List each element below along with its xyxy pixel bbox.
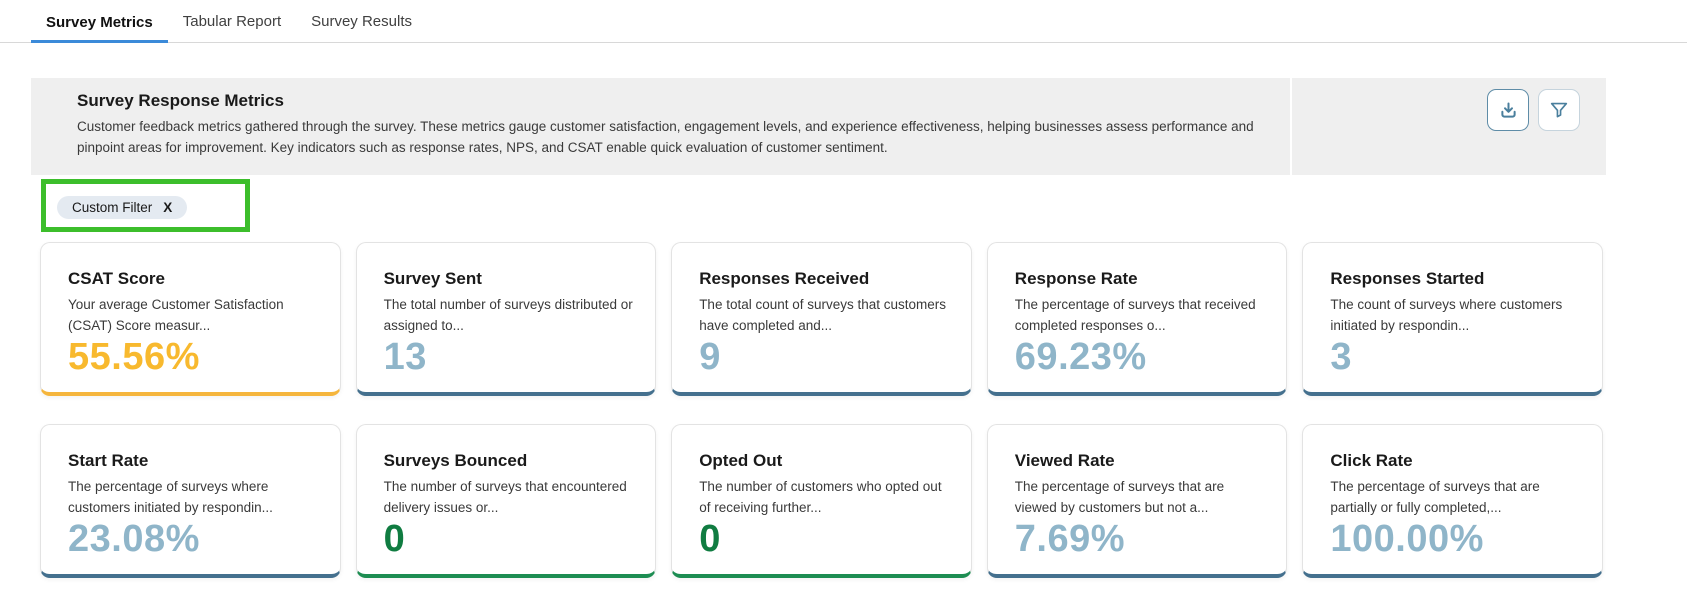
filter-icon	[1548, 99, 1570, 121]
metrics-header-text: Survey Response Metrics Customer feedbac…	[31, 78, 1290, 175]
tab-survey-results[interactable]: Survey Results	[311, 13, 412, 30]
download-icon	[1498, 100, 1519, 121]
tab-tabular-report[interactable]: Tabular Report	[182, 13, 282, 30]
card-title: Start Rate	[68, 451, 149, 470]
annotation-highlight-box: Custom Filter X	[41, 179, 251, 232]
card-value: 69.23%	[1014, 336, 1147, 378]
card-value: 9	[699, 336, 721, 378]
metric-card-click-rate: Click Rate The percentage of surveys tha…	[1302, 424, 1603, 578]
card-description: The number of customers who opted out of…	[699, 479, 942, 515]
card-title: Responses Started	[1330, 269, 1485, 288]
card-value: 0	[383, 518, 406, 560]
card-value: 3	[1330, 336, 1353, 378]
card-title: Click Rate	[1330, 451, 1413, 470]
page-title: Survey Response Metrics	[77, 91, 284, 110]
metric-card-viewed-rate: Viewed Rate The percentage of surveys th…	[986, 424, 1288, 578]
card-value: 0	[699, 518, 721, 560]
card-title: Surveys Bounced	[383, 451, 528, 470]
custom-filter-chip: Custom Filter X	[57, 196, 188, 219]
card-value: 100.00%	[1330, 518, 1484, 560]
metric-cards-grid: CSAT Score Your average Customer Satisfa…	[40, 242, 1603, 578]
metrics-header: Survey Response Metrics Customer feedbac…	[31, 78, 1606, 175]
card-value: 55.56%	[68, 336, 200, 378]
custom-filter-label: Custom Filter	[72, 200, 153, 215]
card-description: The number of surveys that encountered d…	[383, 479, 627, 515]
card-title: Opted Out	[699, 451, 783, 470]
card-title: CSAT Score	[68, 269, 165, 288]
close-icon[interactable]: X	[163, 200, 173, 215]
metric-card-opted-out: Opted Out The number of customers who op…	[671, 424, 972, 578]
metric-card-start-rate: Start Rate The percentage of surveys whe…	[40, 424, 341, 578]
download-button[interactable]	[1487, 89, 1529, 131]
card-title: Viewed Rate	[1014, 451, 1115, 470]
card-description: The total number of surveys distributed …	[383, 297, 633, 333]
metric-card-responses-started: Responses Started The count of surveys w…	[1302, 242, 1603, 396]
card-description: Your average Customer Satisfaction (CSAT…	[68, 297, 284, 333]
metric-card-response-rate: Response Rate The percentage of surveys …	[986, 242, 1288, 396]
tab-survey-metrics[interactable]: Survey Metrics	[31, 3, 168, 43]
metric-card-csat-score: CSAT Score Your average Customer Satisfa…	[40, 242, 341, 396]
card-description: The count of surveys where customers ini…	[1330, 297, 1563, 333]
card-title: Survey Sent	[383, 269, 482, 288]
metric-card-surveys-bounced: Surveys Bounced The number of surveys th…	[355, 424, 657, 578]
card-description: The percentage of surveys that are viewe…	[1014, 479, 1225, 515]
card-value: 7.69%	[1014, 518, 1126, 560]
card-value: 13	[383, 336, 427, 378]
card-value: 23.08%	[68, 518, 200, 560]
card-description: The percentage of surveys that are parti…	[1330, 479, 1540, 515]
metric-card-responses-received: Responses Received The total count of su…	[671, 242, 972, 396]
page-description: Customer feedback metrics gathered throu…	[77, 119, 1254, 155]
card-description: The percentage of surveys where customer…	[68, 479, 273, 515]
card-description: The percentage of surveys that received …	[1014, 297, 1256, 333]
active-filters-row: Custom Filter X	[41, 179, 1687, 232]
filter-button[interactable]	[1538, 89, 1580, 131]
header-actions	[1292, 78, 1606, 175]
tab-bar: Survey Metrics Tabular Report Survey Res…	[0, 0, 1687, 43]
card-title: Responses Received	[699, 269, 870, 288]
metric-card-survey-sent: Survey Sent The total number of surveys …	[355, 242, 657, 396]
card-description: The total count of surveys that customer…	[699, 297, 947, 333]
card-title: Response Rate	[1014, 269, 1138, 288]
